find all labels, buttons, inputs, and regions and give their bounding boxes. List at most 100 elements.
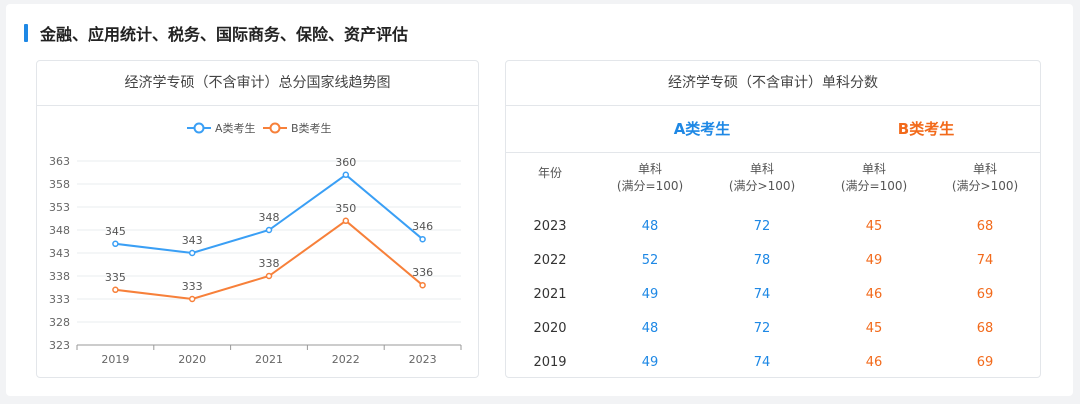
cell-b-100: 49 <box>865 252 883 268</box>
header-col2-line2: (满分>100) <box>728 179 796 193</box>
y-tick-label: 333 <box>49 293 70 306</box>
header-col4-line1: 单科 <box>972 162 997 176</box>
group-a-label: A类考生 <box>673 120 731 138</box>
chart-card: 经济学专硕（不含审计）总分国家线趋势图 A类考生 B类考生 323 328 333 33… <box>36 60 479 378</box>
data-label: 336 <box>412 266 433 279</box>
header-col4-line2: (满分>100) <box>951 179 1019 193</box>
cell-a-gt100: 72 <box>753 320 771 336</box>
legend-label[interactable]: A类考生 <box>215 121 256 135</box>
data-point[interactable] <box>112 286 119 294</box>
data-point[interactable] <box>112 240 119 248</box>
header-col3-line1: 单科 <box>861 162 886 176</box>
cell-a-100: 48 <box>641 218 659 234</box>
y-axis: 323 328 333 338 343 348 353 358 363 <box>49 155 70 352</box>
chart-grid <box>77 160 461 346</box>
x-tick-label: 2023 <box>409 353 437 366</box>
cell-b-gt100: 69 <box>976 354 994 370</box>
table-header-row: 年份 单科 (满分=100) 单科 (满分>100) 单科 (满分=100) 单科 (满… <box>506 153 1040 209</box>
data-point[interactable] <box>265 272 273 280</box>
y-tick-label: 338 <box>49 270 70 283</box>
cell-a-100: 49 <box>641 354 659 370</box>
x-tick-label: 2019 <box>101 353 129 366</box>
data-label: 346 <box>412 220 433 233</box>
cell-a-100: 52 <box>641 252 659 268</box>
table-row: 2020 48 72 45 68 <box>506 311 1040 345</box>
chart-legend[interactable]: A类考生 B类考生 <box>187 121 332 135</box>
data-label: 338 <box>259 257 280 270</box>
cell-a-gt100: 74 <box>753 286 771 302</box>
data-label: 360 <box>335 156 356 169</box>
cell-a-gt100: 74 <box>753 354 771 370</box>
cell-b-gt100: 69 <box>976 286 994 302</box>
header-col4: 单科 (满分>100) <box>930 153 1040 209</box>
header-col2: 单科 (满分>100) <box>706 153 818 209</box>
x-tick-label: 2022 <box>332 353 360 366</box>
header-col3: 单科 (满分=100) <box>818 153 930 209</box>
x-axis: 2019 2020 2021 2022 2023 <box>76 344 462 366</box>
y-tick-label: 343 <box>49 247 70 260</box>
y-tick-label: 348 <box>49 224 70 237</box>
cell-year: 2023 <box>533 218 567 234</box>
cell-a-100: 49 <box>641 286 659 302</box>
cell-a-gt100: 78 <box>753 252 771 268</box>
y-tick-label: 358 <box>49 178 70 191</box>
data-label: 333 <box>182 280 203 293</box>
cell-year: 2021 <box>533 286 567 302</box>
group-b-label: B类考生 <box>897 120 955 138</box>
header-year-label: 年份 <box>537 166 562 180</box>
cell-year: 2019 <box>533 354 567 370</box>
legend-marker-icon[interactable] <box>269 122 281 134</box>
content-panel: 金融、应用统计、税务、国际商务、保险、资产评估 经济学专硕（不含审计）总分国家线… <box>6 4 1073 396</box>
trend-line-chart: A类考生 B类考生 323 328 333 338 343 348 353 358 363 201… <box>49 121 462 366</box>
cell-year: 2020 <box>533 320 567 336</box>
table-row: 2019 49 74 46 69 <box>506 345 1040 379</box>
scores-table: 年份 单科 (满分=100) 单科 (满分>100) 单科 (满分=100) 单科 (满… <box>506 153 1040 379</box>
legend-marker-icon[interactable] <box>193 122 205 134</box>
table-row: 2021 49 74 46 69 <box>506 277 1040 311</box>
data-label: 345 <box>105 225 126 238</box>
cell-b-gt100: 68 <box>976 320 994 336</box>
x-tick-label: 2021 <box>255 353 283 366</box>
data-label: 350 <box>335 202 356 215</box>
data-point[interactable] <box>419 235 426 243</box>
y-tick-label: 353 <box>49 201 70 214</box>
data-label: 335 <box>105 271 126 284</box>
header-col3-line2: (满分=100) <box>840 179 908 193</box>
x-tick-label: 2020 <box>178 353 206 366</box>
data-label: 343 <box>182 234 203 247</box>
cell-b-gt100: 68 <box>976 218 994 234</box>
data-label: 348 <box>259 211 280 224</box>
data-point[interactable] <box>188 249 196 257</box>
data-point[interactable] <box>419 281 426 289</box>
data-point[interactable] <box>342 217 350 225</box>
header-col2-line1: 单科 <box>749 162 774 176</box>
cell-b-100: 45 <box>865 320 883 336</box>
scores-card: 经济学专硕（不含审计）单科分数 A类考生 B类考生 年份 单科 (满分=100) … <box>505 60 1041 378</box>
y-tick-label: 328 <box>49 316 70 329</box>
section-accent-bar <box>24 24 28 42</box>
header-col1: 单科 (满分=100) <box>594 153 706 209</box>
chart-series: 345 343 348 360 346 335 333 338 350 336 <box>105 156 433 303</box>
cell-b-100: 45 <box>865 218 883 234</box>
data-point[interactable] <box>342 171 350 179</box>
y-tick-label: 323 <box>49 339 70 352</box>
table-row: 2023 48 72 45 68 <box>506 209 1040 243</box>
cell-b-gt100: 74 <box>976 252 994 268</box>
cell-a-gt100: 72 <box>753 218 771 234</box>
section-header: 金融、应用统计、税务、国际商务、保险、资产评估 <box>24 22 408 44</box>
header-col1-line2: (满分=100) <box>616 179 684 193</box>
y-tick-label: 363 <box>49 155 70 168</box>
cell-year: 2022 <box>533 252 567 268</box>
chart-card-title: 经济学专硕（不含审计）总分国家线趋势图 <box>37 61 478 106</box>
data-point[interactable] <box>188 295 196 303</box>
cell-a-100: 48 <box>641 320 659 336</box>
section-title: 金融、应用统计、税务、国际商务、保险、资产评估 <box>40 25 409 44</box>
header-col1-line1: 单科 <box>637 162 662 176</box>
table-row: 2022 52 78 49 74 <box>506 243 1040 277</box>
header-year: 年份 <box>506 153 594 209</box>
group-header-row: A类考生 B类考生 <box>506 106 1040 153</box>
data-point[interactable] <box>265 226 273 234</box>
cell-b-100: 46 <box>865 354 883 370</box>
legend-label[interactable]: B类考生 <box>291 121 332 135</box>
cell-b-100: 46 <box>865 286 883 302</box>
